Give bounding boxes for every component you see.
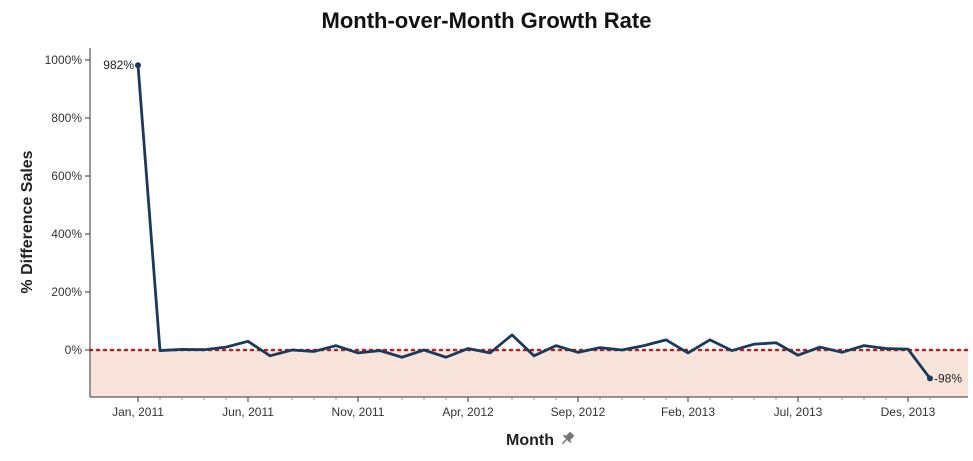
x-tick-label: Jan, 2011 <box>112 405 164 419</box>
x-tick-label: Jun, 2011 <box>222 405 274 419</box>
series-line <box>136 65 932 380</box>
chart-title: Month-over-Month Growth Rate <box>321 8 652 33</box>
y-tick-label: 200% <box>51 285 82 299</box>
data-point-marker <box>135 62 141 69</box>
y-tick-label: 800% <box>51 111 82 125</box>
label-layer: 982% -98% <box>103 58 962 385</box>
pin-icon[interactable] <box>559 430 576 447</box>
y-axis-title: % Difference Sales <box>19 150 36 293</box>
x-tick-label: Feb, 2013 <box>661 405 715 419</box>
x-tick-label: Des, 2013 <box>881 405 936 419</box>
y-tick-label: 1000% <box>45 53 83 67</box>
data-point-marker <box>927 375 933 382</box>
x-axis-title: Month <box>506 432 554 449</box>
data-point-label: 982% <box>103 58 134 72</box>
x-tick-label: Jul, 2013 <box>774 405 823 419</box>
y-tick-label: 600% <box>51 169 82 183</box>
series-line-layer <box>136 65 932 380</box>
negative-band <box>90 350 968 397</box>
negative-band-layer <box>90 350 968 397</box>
x-tick-label: Sep, 2012 <box>551 405 606 419</box>
x-tick-label: Nov, 2011 <box>332 405 385 419</box>
x-tick-label: Apr, 2012 <box>442 405 494 419</box>
y-tick-label: 0% <box>65 343 83 357</box>
axis-layer: 0% 200% 400% 600% 800% 1000% Jan, 2011 Jun, 201… <box>45 48 968 419</box>
y-tick-label: 400% <box>51 227 82 241</box>
data-point-label: -98% <box>934 371 962 385</box>
